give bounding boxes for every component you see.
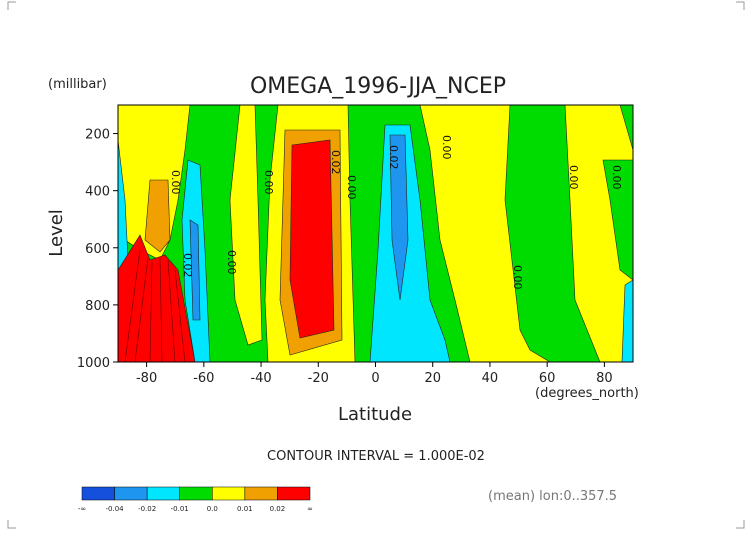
x-tick-label: 0 <box>371 371 379 386</box>
x-tick-label: 60 <box>539 371 556 386</box>
colorbar-label: -0.04 <box>106 505 125 513</box>
colorbar-label: 0.01 <box>237 505 253 513</box>
contour-region <box>389 134 409 301</box>
y-tick-label: 400 <box>85 185 110 200</box>
contour-line <box>124 249 186 363</box>
x-tick-label: -20 <box>308 371 329 386</box>
contour-label: 0.02 <box>329 150 342 175</box>
x-label: Latitude <box>338 404 412 425</box>
colorbar-label: -0.01 <box>171 505 189 513</box>
contour-label: 0.02 <box>181 253 194 278</box>
contour-region <box>602 159 634 281</box>
contour-label: 0.00 <box>567 165 580 190</box>
contour-label: 0.00 <box>262 170 275 195</box>
contour-label: 0.00 <box>511 265 524 290</box>
contour-region <box>289 139 335 339</box>
colorbar-box <box>212 486 246 501</box>
colorbar-box <box>114 486 148 501</box>
colorbar-box <box>244 486 278 501</box>
chart-title: OMEGA_1996-JJA_NCEP <box>250 74 506 99</box>
contour-label: 0.00 <box>610 165 623 190</box>
corner-marks <box>7 1 745 529</box>
contour-label: 0.00 <box>169 170 182 195</box>
colorbar-label: -0.02 <box>138 505 156 513</box>
y-label: Level <box>46 209 67 257</box>
x-tick-label: 40 <box>482 371 499 386</box>
contour-label: 0.00 <box>225 250 238 275</box>
contour-label: 0.00 <box>440 135 453 160</box>
colorbar-label: ∞ <box>307 505 313 513</box>
x-unit: (degrees_north) <box>535 386 639 401</box>
contour-region <box>144 179 171 253</box>
colorbar-label: -∞ <box>78 505 86 513</box>
contour-region <box>189 219 201 321</box>
x-tick-label: -60 <box>193 371 214 386</box>
contour-label: 0.02 <box>387 145 400 170</box>
contour-region <box>369 124 451 363</box>
colorbar-box <box>179 486 213 501</box>
y-tick-label: 800 <box>85 299 110 314</box>
colorbar-label: 0.02 <box>270 505 286 513</box>
y-tick-label: 1000 <box>77 356 110 371</box>
contour-region <box>229 104 263 346</box>
x-tick-label: 20 <box>424 371 441 386</box>
colorbar-box <box>146 486 180 501</box>
contour-label: 0.00 <box>345 175 358 200</box>
y-tick-label: 600 <box>85 242 110 257</box>
y-tick-label: 200 <box>85 128 110 143</box>
x-tick-label: -40 <box>250 371 271 386</box>
contour-interval: CONTOUR INTERVAL = 1.000E-02 <box>267 449 485 464</box>
y-unit: (millibar) <box>48 77 107 92</box>
x-tick-label: -80 <box>136 371 157 386</box>
contour-field <box>117 104 634 363</box>
colorbar-label: 0.0 <box>207 505 218 513</box>
x-tick-label: 80 <box>596 371 613 386</box>
colorbar-box <box>81 486 115 501</box>
footnote: (mean) lon:0..357.5 <box>488 489 617 504</box>
colorbar-box <box>277 486 311 501</box>
